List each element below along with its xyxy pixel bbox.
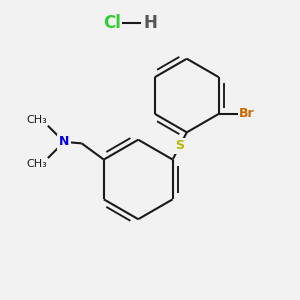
Text: CH₃: CH₃ xyxy=(26,159,47,169)
Text: CH₃: CH₃ xyxy=(26,115,47,125)
Text: Br: Br xyxy=(239,107,255,120)
Text: Cl: Cl xyxy=(103,14,121,32)
Text: N: N xyxy=(59,135,69,148)
Text: H: H xyxy=(143,14,157,32)
Text: S: S xyxy=(175,140,184,152)
